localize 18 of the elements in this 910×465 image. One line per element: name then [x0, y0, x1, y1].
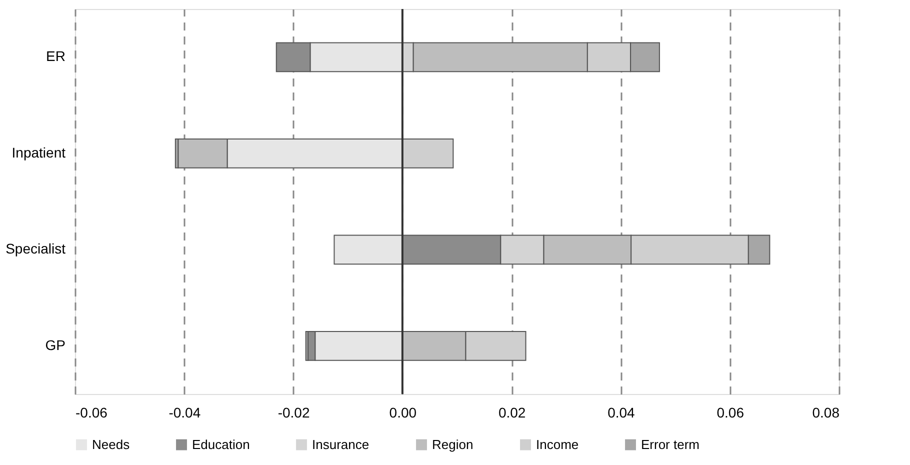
x-tick-label: 0.06 — [716, 404, 744, 420]
x-tick-label: -0.02 — [278, 404, 310, 420]
legend-label: Insurance — [312, 436, 370, 452]
x-tick-label: 0.00 — [389, 404, 417, 420]
legend-label: Region — [432, 436, 474, 452]
legend-label: Education — [192, 436, 250, 452]
x-tick-label: -0.06 — [76, 404, 108, 420]
legend-label: Needs — [92, 436, 130, 452]
legend-label: Income — [536, 436, 579, 452]
x-tick-label: 0.04 — [608, 404, 636, 420]
x-tick-label: 0.08 — [812, 404, 840, 420]
y-tick-label: Specialist — [6, 240, 66, 257]
y-tick-label: GP — [45, 336, 66, 353]
y-tick-label: Inpatient — [12, 144, 66, 160]
x-tick-label: -0.04 — [168, 404, 201, 420]
legend-label: Error term — [641, 436, 700, 452]
x-tick-label: 0.02 — [498, 404, 526, 420]
y-tick-label: ER — [46, 48, 66, 64]
